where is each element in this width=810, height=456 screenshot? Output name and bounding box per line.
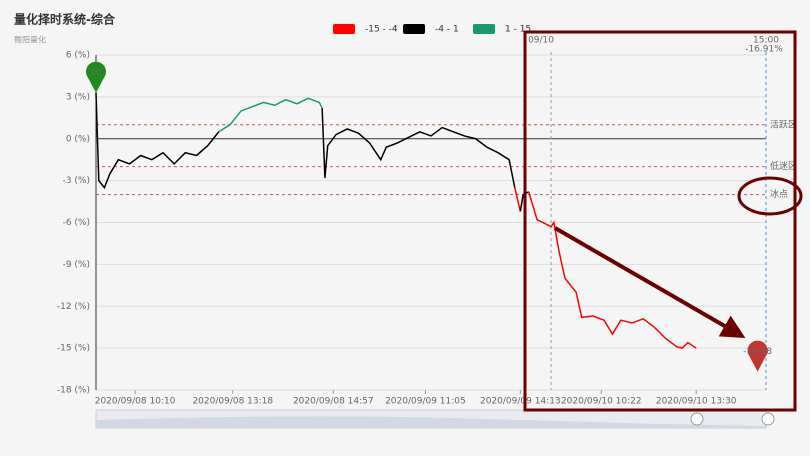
highlight-ellipse [737,176,803,216]
y-tick-label: 3 (%) [66,92,90,102]
zoom-shadow [96,416,766,428]
x-tick-label: 2020/09/10 10:22 [561,397,642,407]
chart-subtitle: 舞阳量化 [14,35,46,45]
zoom-handle[interactable] [761,412,775,426]
marker-pin [86,61,106,93]
x-tick-label: 2020/09/09 14:13 [480,397,561,407]
y-tick-label: 0 (%) [66,134,90,144]
reference-label: 冰点 [770,188,788,200]
vertical-label: 09/10 [528,36,554,46]
line [519,191,530,212]
line [527,191,697,349]
chart-title: 量化择时系统-综合 [14,12,116,27]
legend-swatch [403,24,425,34]
legend-label: -15 - -4 [365,25,398,35]
y-tick-label: -15 (%) [57,344,90,354]
highlight-box [523,30,797,412]
y-tick-label: -3 (%) [63,176,90,186]
line [95,92,220,190]
marker-pin [747,340,768,372]
y-tick-label: -18 (%) [57,386,90,396]
vertical-label: 15:00 [753,36,779,46]
y-tick-label: -9 (%) [63,260,90,270]
arrow [553,226,746,339]
x-tick-label: 2020/09/09 11:05 [385,397,466,407]
data-zoom[interactable] [95,409,775,429]
legend-swatch [473,24,495,34]
y-tick-label: 6 (%) [66,51,90,61]
legend-label: -4 - 1 [435,25,459,35]
x-tick-label: 2020/09/08 10:10 [95,397,176,407]
legend-label: 1 - 15 [505,25,531,35]
line [321,108,516,188]
line [218,97,323,133]
plot: -15 - -4 -4 - 1 1 - 15 6 (%) 3 (%) 0 (%) -3 (%… [57,24,797,407]
vertical-value-label: -16.91% [745,45,783,55]
legend-swatch [333,24,355,34]
x-tick-label: 2020/09/08 13:18 [192,397,273,407]
x-tick-label: 2020/09/10 13:30 [656,397,737,407]
marker-label: 3.3 [89,68,103,78]
reference-label: 低迷区 [770,160,797,172]
marker-label: -16.68 [743,347,772,357]
reference-label: 活跃区 [770,118,797,130]
y-tick-label: -12 (%) [57,302,90,312]
y-tick-label: -6 (%) [63,218,90,228]
zoom-handle[interactable] [690,412,704,426]
x-tick-label: 2020/09/08 14:57 [293,397,374,407]
line [514,187,522,212]
